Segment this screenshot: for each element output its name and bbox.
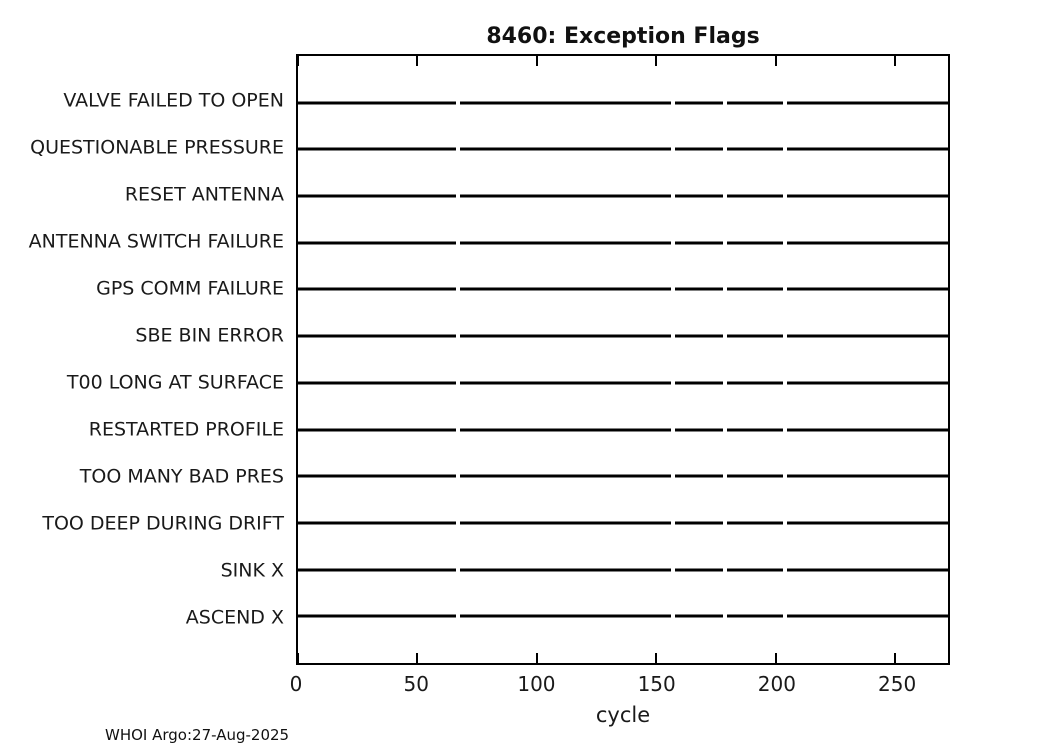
flag-line-segment — [460, 381, 671, 385]
y-tick-label: SINK X — [220, 559, 284, 582]
flag-line-segment — [460, 568, 671, 572]
flag-line-segment — [460, 521, 671, 525]
flag-line-segment — [787, 474, 948, 478]
flag-line-segment — [787, 614, 948, 618]
flag-line-segment — [727, 428, 784, 432]
x-tick-label: 150 — [637, 672, 676, 696]
flag-line-segment — [460, 474, 671, 478]
flag-line-segment — [787, 147, 948, 151]
flag-line-segment — [298, 241, 457, 245]
flag-line-segment — [727, 568, 784, 572]
x-tick-label: 200 — [757, 672, 796, 696]
plot-area — [296, 54, 950, 665]
x-tick-mark — [774, 56, 777, 66]
flag-line-segment — [674, 147, 724, 151]
flag-line-segment — [460, 147, 671, 151]
y-tick-label: VALVE FAILED TO OPEN — [63, 89, 284, 112]
y-tick-label: SBE BIN ERROR — [135, 324, 284, 347]
flag-line-segment — [787, 521, 948, 525]
flag-line-segment — [727, 474, 784, 478]
flag-line-segment — [460, 334, 671, 338]
flag-line-segment — [674, 241, 724, 245]
flag-line-segment — [460, 101, 671, 105]
flag-line-segment — [460, 194, 671, 198]
flag-line-segment — [298, 474, 457, 478]
flag-line-segment — [298, 568, 457, 572]
x-tick-label: 0 — [289, 672, 303, 696]
x-tick-label: 50 — [403, 672, 429, 696]
flag-line-segment — [787, 194, 948, 198]
y-tick-label: ANTENNA SWITCH FAILURE — [28, 230, 284, 253]
flag-line-segment — [298, 147, 457, 151]
y-tick-label: T00 LONG AT SURFACE — [66, 371, 284, 394]
x-tick-mark — [894, 56, 897, 66]
x-tick-mark — [535, 56, 538, 66]
x-tick-label: 250 — [878, 672, 917, 696]
flag-line-segment — [674, 474, 724, 478]
y-tick-label: QUESTIONABLE PRESSURE — [30, 136, 284, 159]
flag-line-segment — [787, 428, 948, 432]
flag-line-segment — [727, 334, 784, 338]
flag-line-segment — [727, 521, 784, 525]
y-tick-label: RESET ANTENNA — [124, 183, 284, 206]
flag-line-segment — [727, 147, 784, 151]
x-tick-mark — [655, 653, 658, 663]
flag-line-segment — [460, 241, 671, 245]
flag-line-segment — [460, 428, 671, 432]
flag-line-segment — [298, 521, 457, 525]
flag-line-segment — [674, 101, 724, 105]
x-axis-tick-labels: 0 50 100 150 200 250 — [290, 672, 950, 700]
flag-line-segment — [674, 428, 724, 432]
x-tick-mark — [655, 56, 658, 66]
flag-line-segment — [787, 101, 948, 105]
flag-line-segment — [674, 521, 724, 525]
flag-line-segment — [727, 241, 784, 245]
flag-line-segment — [460, 614, 671, 618]
flag-line-segment — [727, 194, 784, 198]
flag-line-segment — [460, 287, 671, 291]
flag-line-segment — [787, 241, 948, 245]
flag-line-segment — [298, 101, 457, 105]
chart-title: 8460: Exception Flags — [486, 24, 760, 49]
x-tick-mark — [416, 56, 419, 66]
flag-line-segment — [727, 381, 784, 385]
flag-line-segment — [727, 101, 784, 105]
x-tick-mark — [416, 653, 419, 663]
flag-line-segment — [787, 287, 948, 291]
x-tick-mark — [894, 653, 897, 663]
flag-line-segment — [298, 381, 457, 385]
flag-line-segment — [727, 614, 784, 618]
flag-line-segment — [727, 287, 784, 291]
flag-line-segment — [787, 334, 948, 338]
x-tick-mark — [297, 653, 299, 663]
flag-line-segment — [674, 381, 724, 385]
y-tick-label: TOO MANY BAD PRES — [79, 465, 284, 488]
flag-line-segment — [298, 614, 457, 618]
y-tick-label: GPS COMM FAILURE — [96, 277, 284, 300]
x-tick-mark — [535, 653, 538, 663]
flag-line-segment — [674, 614, 724, 618]
footer-text: WHOI Argo:27-Aug-2025 — [105, 726, 290, 744]
flag-line-segment — [787, 568, 948, 572]
flag-line-segment — [298, 334, 457, 338]
x-axis-label: cycle — [595, 703, 651, 727]
flag-line-segment — [674, 287, 724, 291]
flag-line-segment — [298, 194, 457, 198]
y-tick-label: RESTARTED PROFILE — [88, 418, 284, 441]
flag-line-segment — [674, 568, 724, 572]
flag-line-segment — [674, 194, 724, 198]
y-axis-labels: VALVE FAILED TO OPEN QUESTIONABLE PRESSUR… — [0, 54, 296, 665]
x-tick-mark — [297, 56, 299, 66]
x-tick-label: 100 — [517, 672, 556, 696]
y-tick-label: TOO DEEP DURING DRIFT — [42, 512, 284, 535]
flag-line-segment — [674, 334, 724, 338]
flag-line-segment — [298, 428, 457, 432]
flag-line-segment — [787, 381, 948, 385]
x-tick-mark — [774, 653, 777, 663]
y-tick-label: ASCEND X — [185, 606, 284, 629]
flag-line-segment — [298, 287, 457, 291]
